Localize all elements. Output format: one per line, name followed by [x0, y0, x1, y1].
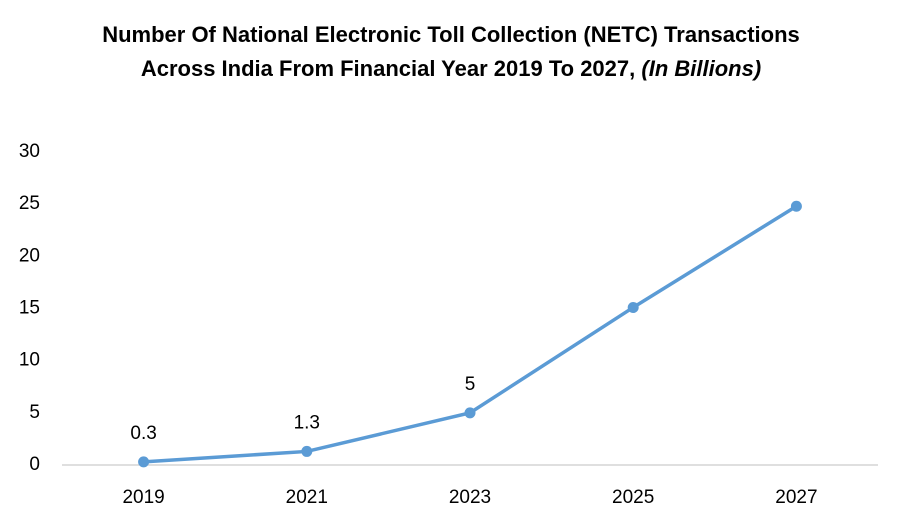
y-tick-label: 5 — [29, 402, 40, 423]
y-tick-label: 30 — [19, 141, 40, 162]
marker — [464, 407, 476, 419]
x-tick-label: 2019 — [122, 487, 164, 508]
title-unit: (In Billions) — [641, 56, 762, 81]
data-label: 5 — [465, 374, 476, 395]
data-label: 0.3 — [130, 423, 156, 444]
y-tick-label: 15 — [19, 298, 40, 319]
marker — [138, 456, 150, 468]
line — [143, 204, 798, 464]
x-tick-label: 2027 — [775, 487, 817, 508]
x-tick-label: 2025 — [612, 487, 654, 508]
marker — [301, 445, 313, 457]
y-tick-label: 10 — [19, 350, 40, 371]
x-tick-label: 2023 — [449, 487, 491, 508]
marker — [627, 301, 639, 313]
marker — [790, 200, 802, 212]
title-text: Number Of National Electronic Toll Colle… — [102, 22, 800, 81]
x-tick-label: 2021 — [286, 487, 328, 508]
chart-title: Number Of National Electronic Toll Colle… — [96, 18, 806, 86]
y-tick-label: 25 — [19, 193, 40, 214]
y-tick-label: 20 — [19, 245, 40, 266]
data-label: 1.3 — [294, 412, 320, 433]
y-tick-label: 0 — [29, 454, 40, 475]
